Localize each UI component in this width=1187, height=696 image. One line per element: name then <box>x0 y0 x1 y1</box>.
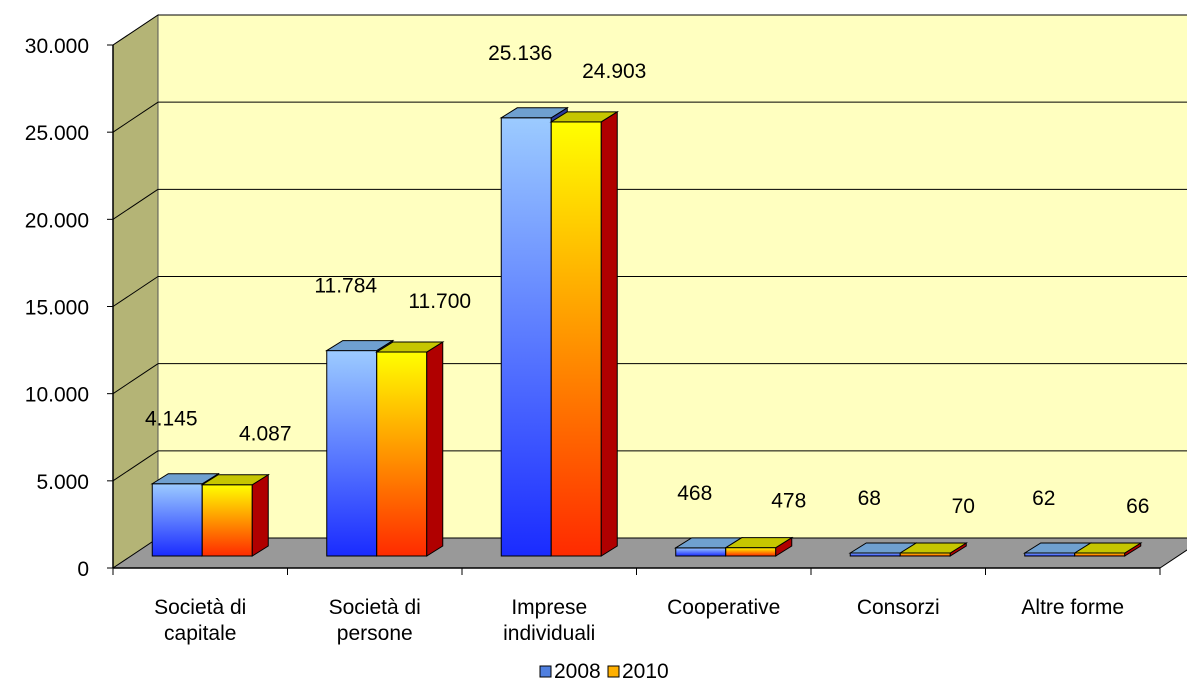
data-labels: 4.145 4.087 11.784 11.700 25.136 24.903 468 478… <box>145 42 1149 518</box>
bar-top-2010-3 <box>724 537 794 549</box>
data-label-2010-1: 11.700 <box>408 290 471 313</box>
legend-swatch-2010 <box>607 665 620 678</box>
bar-side-2010-2 <box>600 110 618 557</box>
data-label-2010-4: 70 <box>952 495 975 518</box>
bar-top-2010-4 <box>898 542 968 554</box>
bar-2010-1 <box>376 351 428 557</box>
legend-label-2008: 2008 <box>554 660 601 683</box>
bar-top-2010-1 <box>375 341 445 353</box>
data-label-2008-4: 68 <box>858 487 881 510</box>
y-tick-label: 5.000 <box>36 471 89 494</box>
y-tick-label: 0 <box>77 558 89 581</box>
x-tick-label-2: Imprese individuali <box>503 596 595 645</box>
bar-2008-3 <box>675 547 727 557</box>
gridline-side <box>112 276 159 307</box>
bars <box>150 106 1143 557</box>
bar-2008-2 <box>500 117 552 557</box>
x-axis: Società di capitale Società di persone Impre… <box>112 567 1161 645</box>
data-label-2008-5: 62 <box>1032 487 1055 510</box>
bar-top-2010-2 <box>549 111 619 123</box>
bar-2008-0 <box>151 483 203 557</box>
bar-top-2008-2 <box>499 107 569 119</box>
bar-2010-2 <box>550 121 602 557</box>
x-tick-label-3: Cooperative <box>667 596 780 619</box>
data-label-2008-1: 11.784 <box>314 275 377 298</box>
y-axis: 0 5.000 10.000 15.000 20.000 25.000 30.000 <box>25 35 114 581</box>
bar-2010-0 <box>201 484 253 557</box>
data-label-2008-2: 25.136 <box>488 42 552 65</box>
data-label-2010-3: 478 <box>771 490 806 513</box>
legend-label-2010: 2010 <box>622 660 669 683</box>
gridline-side <box>112 101 159 133</box>
data-label-2008-0: 4.145 <box>145 408 198 431</box>
legend: 2008 2010 <box>539 660 669 683</box>
gridline-side <box>112 450 159 482</box>
bar-top-2010-0 <box>200 474 270 486</box>
x-tick-label-5: Altre forme <box>1021 596 1124 619</box>
bar-side-2010-0 <box>251 473 269 557</box>
bar-side-2010-1 <box>426 341 444 557</box>
data-label-2010-2: 24.903 <box>582 60 646 83</box>
bar-top-2010-5 <box>1073 542 1143 554</box>
x-tick-label-1: Società di persone <box>329 596 421 645</box>
bar-2010-3 <box>725 547 777 557</box>
bar-2008-1 <box>326 350 378 557</box>
data-label-2010-5: 66 <box>1126 495 1149 518</box>
bar-top-2008-1 <box>325 340 395 352</box>
y-tick-label: 20.000 <box>25 209 89 232</box>
y-tick-label: 15.000 <box>25 297 89 320</box>
bar-top-2008-0 <box>150 473 220 485</box>
data-label-2010-0: 4.087 <box>239 423 292 446</box>
y-tick-label: 30.000 <box>25 35 89 58</box>
y-tick-label: 10.000 <box>25 384 89 407</box>
y-tick-label: 25.000 <box>25 122 89 145</box>
x-tick-label-0: Società di capitale <box>154 596 246 645</box>
chart-walls <box>111 14 1187 569</box>
gridline-side <box>112 14 159 46</box>
gridline-side <box>112 363 159 395</box>
legend-swatch-2008 <box>539 665 552 678</box>
x-tick-label-4: Consorzi <box>857 596 940 619</box>
data-label-2008-3: 468 <box>677 482 712 505</box>
gridline-side <box>112 188 159 220</box>
